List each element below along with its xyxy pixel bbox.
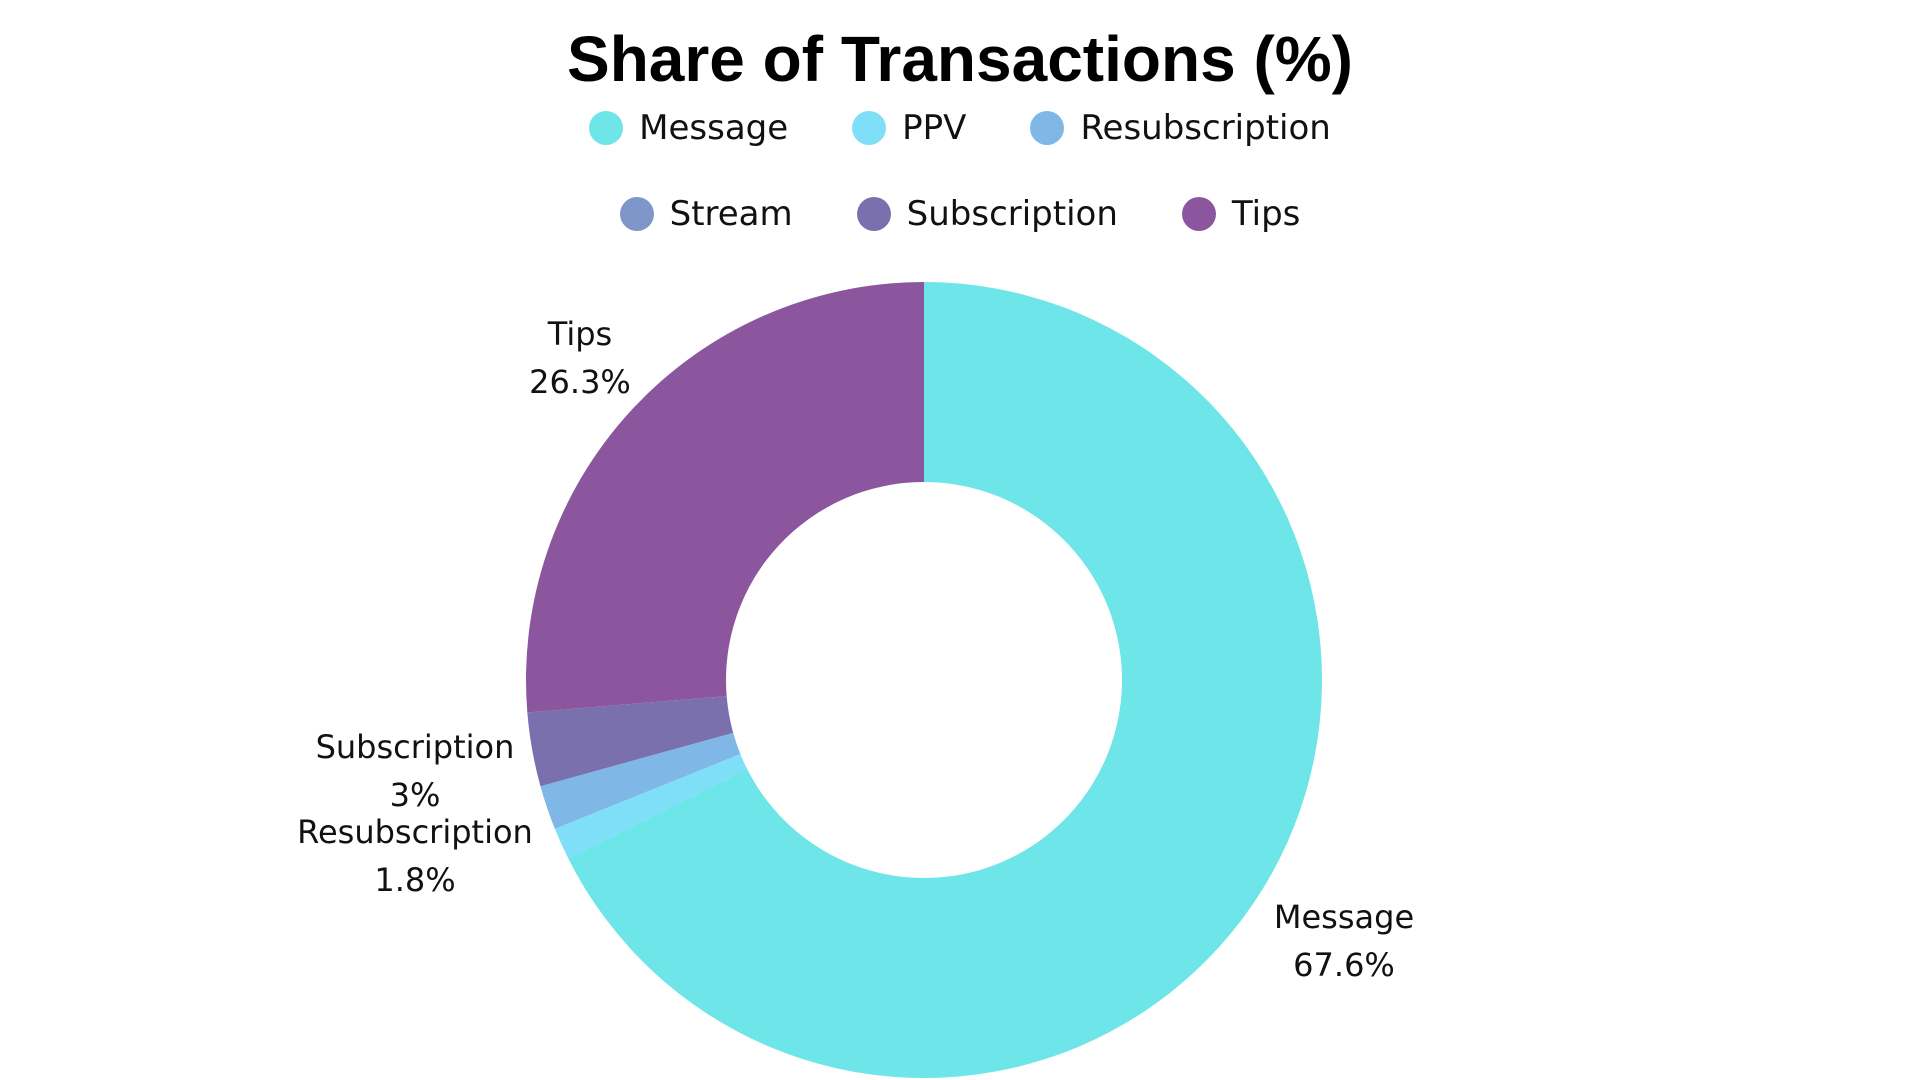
data-label-tips: Tips 26.3% xyxy=(500,310,660,406)
legend-row-2: Stream Subscription Tips xyxy=(0,194,1920,234)
legend-swatch-icon xyxy=(852,111,887,145)
legend-label: PPV xyxy=(902,108,967,148)
slice-ppv[interactable] xyxy=(554,754,748,859)
legend-item-ppv[interactable]: PPV xyxy=(852,108,966,148)
legend-swatch-icon xyxy=(1181,197,1216,231)
chart-title: Share of Transactions (%) xyxy=(567,23,1353,95)
data-label-message: Message 67.6% xyxy=(1254,893,1434,989)
data-label-subscription: Subscription 3% xyxy=(300,723,530,819)
legend-item-tips[interactable]: Tips xyxy=(1181,194,1301,234)
legend-swatch-icon xyxy=(589,111,624,145)
slice-tips[interactable] xyxy=(526,282,924,713)
legend-swatch-icon xyxy=(856,197,891,231)
legend-swatch-icon xyxy=(619,197,654,231)
data-label-name: Tips xyxy=(547,315,613,353)
data-label-value: 67.6% xyxy=(1293,946,1395,984)
donut-slices xyxy=(526,282,1322,1078)
legend-label: Tips xyxy=(1231,194,1301,234)
legend-label: Stream xyxy=(669,194,793,234)
legend-label: Message xyxy=(639,108,789,148)
legend-item-resubscription[interactable]: Resubscription xyxy=(1030,108,1331,148)
legend-row-1: Message PPV Resubscription xyxy=(0,108,1920,148)
slice-message[interactable] xyxy=(568,282,1322,1078)
data-label-value: 3% xyxy=(389,776,441,814)
data-label-value: 1.8% xyxy=(374,861,456,899)
data-label-name: Subscription xyxy=(315,728,515,766)
data-label-name: Resubscription xyxy=(297,813,533,851)
data-label-value: 26.3% xyxy=(529,363,631,401)
legend-item-stream[interactable]: Stream xyxy=(619,194,793,234)
legend-swatch-icon xyxy=(1030,111,1065,145)
data-label-name: Message xyxy=(1273,898,1415,936)
data-label-resubscription: Resubscription 1.8% xyxy=(290,808,540,904)
slice-resubscription[interactable] xyxy=(540,732,741,829)
legend-label: Resubscription xyxy=(1080,108,1331,148)
legend-label: Subscription xyxy=(906,194,1118,234)
legend-item-message[interactable]: Message xyxy=(589,108,788,148)
legend-item-subscription[interactable]: Subscription xyxy=(856,194,1118,234)
slice-subscription[interactable] xyxy=(527,696,734,787)
